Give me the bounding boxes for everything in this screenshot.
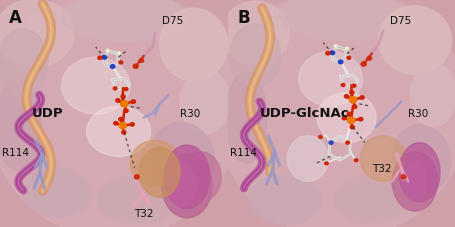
Ellipse shape	[340, 84, 344, 87]
Ellipse shape	[119, 123, 126, 129]
Ellipse shape	[97, 57, 102, 60]
Text: R30: R30	[407, 109, 427, 118]
Ellipse shape	[345, 142, 349, 145]
Ellipse shape	[347, 118, 354, 124]
Ellipse shape	[121, 95, 125, 99]
Ellipse shape	[118, 118, 123, 121]
Text: R114: R114	[230, 147, 257, 157]
Ellipse shape	[180, 70, 230, 134]
Ellipse shape	[110, 65, 115, 69]
Ellipse shape	[133, 65, 138, 69]
Ellipse shape	[130, 141, 180, 186]
Ellipse shape	[366, 57, 371, 61]
Ellipse shape	[359, 96, 364, 100]
Ellipse shape	[346, 57, 350, 60]
Ellipse shape	[121, 131, 126, 134]
Text: T32: T32	[134, 208, 154, 218]
Text: R114: R114	[2, 147, 29, 157]
Ellipse shape	[349, 97, 356, 104]
Ellipse shape	[0, 0, 239, 227]
Ellipse shape	[225, 73, 266, 163]
Ellipse shape	[124, 110, 128, 113]
Ellipse shape	[0, 0, 74, 68]
Ellipse shape	[23, 168, 91, 218]
Ellipse shape	[392, 125, 450, 192]
Ellipse shape	[221, 2, 289, 66]
Text: UDP-GlcNAc: UDP-GlcNAc	[259, 107, 349, 120]
Ellipse shape	[131, 100, 135, 104]
Ellipse shape	[159, 9, 228, 82]
Text: A: A	[9, 9, 22, 27]
Ellipse shape	[248, 175, 321, 225]
Ellipse shape	[120, 101, 127, 108]
Ellipse shape	[351, 85, 355, 88]
Ellipse shape	[325, 52, 329, 56]
Ellipse shape	[316, 93, 375, 143]
Text: B: B	[237, 9, 249, 27]
Ellipse shape	[354, 159, 357, 162]
Ellipse shape	[116, 99, 120, 103]
Text: T32: T32	[371, 163, 390, 173]
Ellipse shape	[164, 145, 209, 209]
Ellipse shape	[117, 53, 120, 55]
Ellipse shape	[287, 136, 328, 182]
Ellipse shape	[162, 154, 212, 218]
Ellipse shape	[359, 136, 405, 182]
Ellipse shape	[338, 61, 342, 64]
Ellipse shape	[349, 126, 354, 129]
Text: D75: D75	[389, 16, 410, 26]
Ellipse shape	[124, 88, 127, 91]
Ellipse shape	[391, 152, 437, 211]
Ellipse shape	[106, 50, 109, 52]
Text: R30: R30	[180, 109, 200, 118]
Ellipse shape	[0, 79, 41, 170]
Text: D75: D75	[162, 16, 183, 26]
Ellipse shape	[403, 163, 425, 200]
Ellipse shape	[358, 118, 362, 121]
Ellipse shape	[230, 25, 280, 89]
Ellipse shape	[324, 162, 328, 165]
Ellipse shape	[139, 148, 180, 197]
Ellipse shape	[139, 59, 143, 63]
Ellipse shape	[62, 0, 188, 43]
Ellipse shape	[97, 177, 177, 222]
Ellipse shape	[334, 46, 336, 48]
Ellipse shape	[360, 63, 365, 67]
Ellipse shape	[130, 123, 134, 126]
Ellipse shape	[329, 52, 334, 55]
Ellipse shape	[0, 30, 48, 98]
Ellipse shape	[318, 136, 322, 139]
Ellipse shape	[378, 7, 450, 75]
Ellipse shape	[352, 105, 356, 109]
Ellipse shape	[332, 177, 405, 222]
Ellipse shape	[119, 62, 122, 64]
Ellipse shape	[344, 95, 348, 99]
Text: UDP: UDP	[32, 107, 63, 120]
Ellipse shape	[278, 0, 404, 41]
Ellipse shape	[345, 48, 348, 50]
Ellipse shape	[168, 166, 196, 207]
Ellipse shape	[113, 87, 116, 91]
Ellipse shape	[347, 113, 350, 116]
Ellipse shape	[298, 52, 362, 107]
Ellipse shape	[328, 141, 332, 145]
Ellipse shape	[341, 117, 346, 120]
Ellipse shape	[134, 175, 139, 179]
Ellipse shape	[349, 91, 353, 95]
Ellipse shape	[400, 175, 405, 179]
Ellipse shape	[61, 58, 130, 115]
Ellipse shape	[180, 152, 221, 202]
Ellipse shape	[114, 122, 117, 125]
Ellipse shape	[86, 107, 150, 157]
Ellipse shape	[150, 123, 214, 195]
Ellipse shape	[102, 56, 106, 60]
Ellipse shape	[410, 64, 455, 127]
Ellipse shape	[216, 0, 455, 227]
Ellipse shape	[398, 143, 439, 202]
